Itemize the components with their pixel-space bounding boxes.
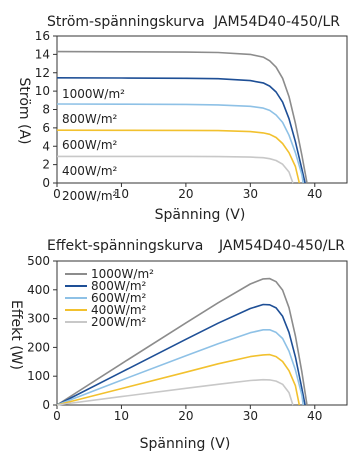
iv-xlabel: Spänning (V) bbox=[155, 207, 246, 223]
pv-legend-label: 600W/m² bbox=[91, 291, 147, 305]
iv-xtick-label: 30 bbox=[243, 187, 258, 201]
iv-xtick-label: 40 bbox=[307, 187, 322, 201]
iv-series-label: 400W/m² bbox=[62, 164, 118, 178]
iv-series-line bbox=[56, 77, 306, 184]
iv-ytick-label: 2 bbox=[42, 158, 50, 172]
pv-xlabel: Spänning (V) bbox=[140, 436, 231, 452]
iv-ytick-label: 12 bbox=[35, 66, 50, 80]
pv-plot: 0 10 20 30 4001002003004005001000W/m²800W/m²… bbox=[27, 254, 348, 423]
iv-subtitle: JAM54D40-450/LR bbox=[213, 14, 340, 30]
pv-series-line bbox=[56, 353, 301, 406]
pv-series-line bbox=[56, 328, 304, 406]
iv-ytick-label: 8 bbox=[42, 103, 50, 117]
pv-ytick-label: 300 bbox=[27, 312, 50, 326]
pv-legend-label: 400W/m² bbox=[91, 303, 147, 317]
pv-legend-label: 1000W/m² bbox=[91, 267, 154, 281]
iv-ytick-label: 10 bbox=[35, 84, 50, 98]
iv-series-line bbox=[56, 129, 301, 184]
iv-ytick-label: 14 bbox=[35, 47, 50, 61]
pv-xtick-label: 10 bbox=[114, 409, 129, 423]
iv-series-line bbox=[56, 103, 304, 184]
iv-series-label: 800W/m² bbox=[62, 112, 118, 126]
pv-ylabel: Effekt (W) bbox=[8, 300, 24, 370]
iv-title: Ström-spänningskurva bbox=[47, 14, 205, 30]
iv-ytick-label: 16 bbox=[35, 29, 50, 43]
iv-xtick-label: 20 bbox=[178, 187, 193, 201]
pv-series-line bbox=[56, 303, 306, 406]
iv-ytick-label: 0 bbox=[42, 176, 50, 190]
pv-xtick-label: 0 bbox=[53, 409, 61, 423]
pv-subtitle: JAM54D40-450/LR bbox=[218, 238, 345, 254]
pv-title: Effekt-spänningskurva bbox=[47, 238, 203, 254]
iv-ytick-label: 6 bbox=[42, 121, 50, 135]
iv-ylabel: Ström (A) bbox=[16, 78, 32, 145]
iv-series-line bbox=[57, 155, 294, 184]
iv-series-line bbox=[56, 50, 308, 184]
pv-ytick-label: 500 bbox=[27, 254, 50, 268]
pv-ytick-label: 100 bbox=[27, 369, 50, 383]
pv-ytick-label: 400 bbox=[27, 283, 50, 297]
iv-ytick-label: 4 bbox=[42, 139, 50, 153]
iv-series-label: 600W/m² bbox=[62, 138, 118, 152]
iv-series-label: 1000W/m² bbox=[62, 87, 125, 101]
iv-plot: 0 10 20 30 40 0 2 4 6 8 10 12 14 16 1000W/m² 800W/m² 600… bbox=[35, 29, 348, 203]
pv-plot-frame bbox=[56, 260, 348, 406]
pv-series-line bbox=[56, 277, 308, 406]
iv-xtick-label: 10 bbox=[114, 187, 129, 201]
iv-xtick-label: 0 bbox=[53, 187, 61, 201]
pv-legend-label: 200W/m² bbox=[91, 315, 147, 329]
pv-xtick-label: 40 bbox=[307, 409, 322, 423]
pv-series-line bbox=[56, 378, 294, 406]
pv-legend-label: 800W/m² bbox=[91, 279, 147, 293]
iv-series-label: 200W/m² bbox=[62, 189, 118, 203]
pv-xtick-label: 30 bbox=[243, 409, 258, 423]
pv-xtick-label: 20 bbox=[178, 409, 193, 423]
pv-ytick-label: 0 bbox=[42, 398, 50, 412]
pv-ytick-label: 200 bbox=[27, 340, 50, 354]
